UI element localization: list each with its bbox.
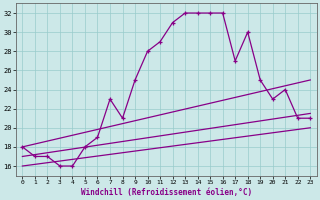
X-axis label: Windchill (Refroidissement éolien,°C): Windchill (Refroidissement éolien,°C) (81, 188, 252, 197)
